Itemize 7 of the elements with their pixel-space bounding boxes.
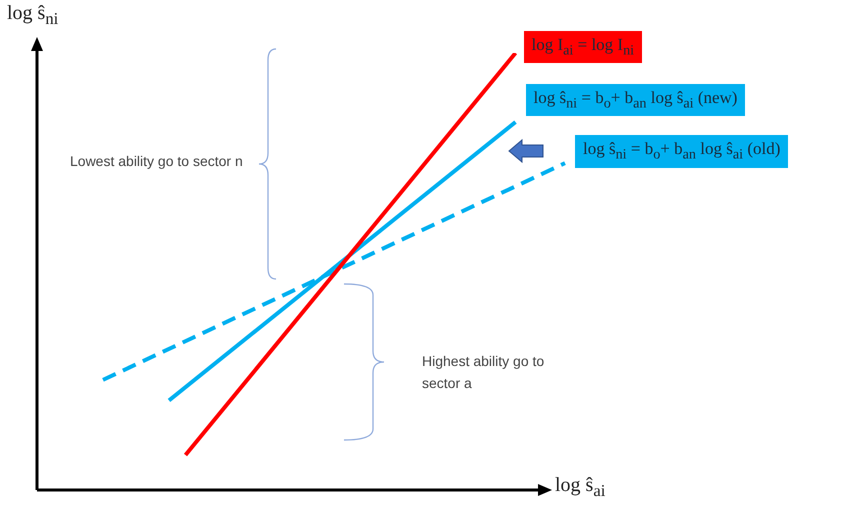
y-axis-title: log ŝ$_{ni}$ <box>7 2 58 29</box>
annotation: Lowest ability go to sector n <box>70 152 244 171</box>
text: log ŝ$_{ni}$ = b$_{o}$+ b$_{an}$ log ŝ$_{ai}$ (old) <box>583 139 780 162</box>
text: log ŝ$_{ni}$ = b$_{o}$+ b$_{an}$ log ŝ$_{ai}$ (new) <box>534 88 738 112</box>
annotation: Highest ability go to sector a <box>422 352 546 393</box>
x-axis-title: log ŝ$_{ai}$ <box>555 474 606 501</box>
series-label: log I$_{ai}$ = log I$_{ni}$ <box>524 31 642 64</box>
